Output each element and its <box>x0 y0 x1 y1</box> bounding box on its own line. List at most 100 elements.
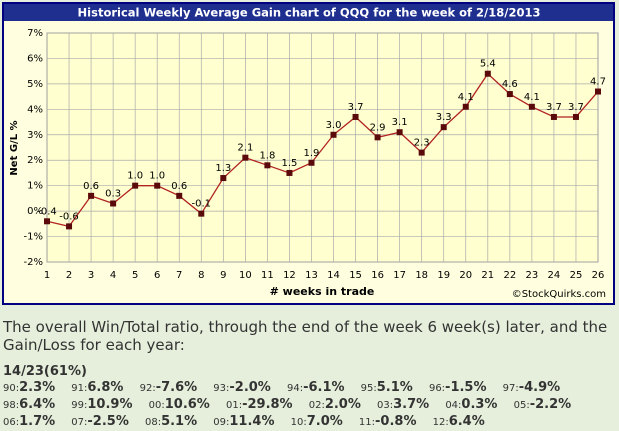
data-label: 3.7 <box>568 102 584 113</box>
year: 92: <box>139 383 156 394</box>
marker <box>132 182 139 189</box>
x-tick-label: 26 <box>592 270 605 281</box>
year: 05: <box>513 400 530 411</box>
year-gain: 6.4% <box>19 397 56 412</box>
year: 95: <box>360 383 377 394</box>
data-label: 0.3 <box>105 188 121 199</box>
summary: The overall Win/Total ratio, through the… <box>3 318 615 431</box>
x-tick-label: 1 <box>44 270 50 281</box>
x-tick-label: 17 <box>393 270 406 281</box>
x-tick-label: 5 <box>132 270 138 281</box>
marker <box>462 103 469 110</box>
year: 04: <box>445 400 462 411</box>
x-tick-label: 3 <box>88 270 94 281</box>
title-bar <box>4 4 613 21</box>
data-label: 0.6 <box>171 181 187 192</box>
marker <box>176 192 183 199</box>
year: 09: <box>213 417 230 428</box>
x-tick-label: 12 <box>283 270 296 281</box>
y-axis-label: Net G/L % <box>9 120 20 175</box>
data-label: 3.3 <box>436 112 452 123</box>
marker <box>396 129 403 136</box>
marker <box>550 113 557 120</box>
marker <box>242 154 249 161</box>
marker <box>572 113 579 120</box>
marker <box>418 149 425 156</box>
year: 12: <box>432 417 449 428</box>
x-tick-label: 10 <box>239 270 252 281</box>
year: 02: <box>308 400 325 411</box>
year-gain: 11.4% <box>229 414 275 429</box>
year-gain: 5.1% <box>161 414 198 429</box>
year-gain: -1.5% <box>445 380 487 395</box>
marker <box>440 124 447 131</box>
year: 97: <box>502 383 519 394</box>
year: 98: <box>3 400 20 411</box>
year-gain: 2.3% <box>19 380 56 395</box>
year-gain: 5.1% <box>376 380 413 395</box>
intro-text: The overall Win/Total ratio, through the… <box>3 318 608 354</box>
year-gain: -2.0% <box>229 380 271 395</box>
x-tick-label: 7 <box>176 270 182 281</box>
data-label: -0.4 <box>37 206 57 217</box>
year-gain: -29.8% <box>242 397 293 412</box>
marker <box>198 210 205 217</box>
year: 99: <box>71 400 88 411</box>
marker <box>352 113 359 120</box>
x-tick-label: 9 <box>220 270 226 281</box>
year-gain: -4.9% <box>518 380 561 395</box>
data-label: 1.3 <box>215 163 231 174</box>
data-label: 3.7 <box>348 102 364 113</box>
x-tick-label: 2 <box>66 270 72 281</box>
year: 91: <box>71 383 88 394</box>
data-label: -0.6 <box>59 211 79 222</box>
year-gain: 0.3% <box>461 397 498 412</box>
y-tick-label: 0% <box>27 206 43 217</box>
year: 10: <box>290 417 307 428</box>
x-tick-label: 22 <box>503 270 516 281</box>
year: 93: <box>213 383 230 394</box>
x-tick-label: 23 <box>526 270 539 281</box>
marker <box>595 88 601 95</box>
x-tick-label: 25 <box>570 270 583 281</box>
data-label: 3.1 <box>392 117 408 128</box>
x-tick-label: 24 <box>548 270 561 281</box>
marker <box>264 162 271 169</box>
data-label: 1.8 <box>259 150 275 161</box>
data-label: -0.1 <box>192 199 212 210</box>
marker <box>286 169 293 176</box>
year: 00: <box>148 400 165 411</box>
data-label: 4.1 <box>458 92 474 103</box>
marker <box>506 91 513 98</box>
marker <box>44 218 50 225</box>
data-label: 4.6 <box>502 79 518 90</box>
x-tick-label: 16 <box>371 270 384 281</box>
marker <box>110 200 117 207</box>
year-gain: -0.8% <box>375 414 417 429</box>
y-tick-label: 3% <box>27 130 43 141</box>
year-gain: -6.1% <box>303 380 345 395</box>
year-gain: 2.0% <box>324 397 361 412</box>
data-label: 2.1 <box>237 143 253 154</box>
x-tick-label: 13 <box>305 270 318 281</box>
year-list: 14/23(61%) 90:2.3% 91:6.8% 92:-7.6% 93:-2… <box>3 364 615 431</box>
year-gain: 6.4% <box>448 414 485 429</box>
year-gain: -2.2% <box>529 397 572 412</box>
y-tick-label: 5% <box>27 79 43 90</box>
x-tick-label: 8 <box>198 270 204 281</box>
marker <box>374 134 381 141</box>
year-gain: -7.6% <box>155 380 198 395</box>
year-gain: 10.9% <box>87 397 133 412</box>
y-tick-label: 2% <box>27 155 43 166</box>
year-gain: 1.7% <box>19 414 56 429</box>
year-gain: 6.8% <box>87 380 124 395</box>
year: 96: <box>428 383 446 394</box>
x-tick-label: 15 <box>349 270 362 281</box>
year: 11: <box>358 417 376 428</box>
data-label: 4.7 <box>590 77 606 88</box>
year: 07: <box>71 417 88 428</box>
y-tick-label: 6% <box>27 53 43 64</box>
chart: Historical Weekly Average Gain chart of … <box>2 2 615 305</box>
data-label: 1.5 <box>281 158 297 169</box>
